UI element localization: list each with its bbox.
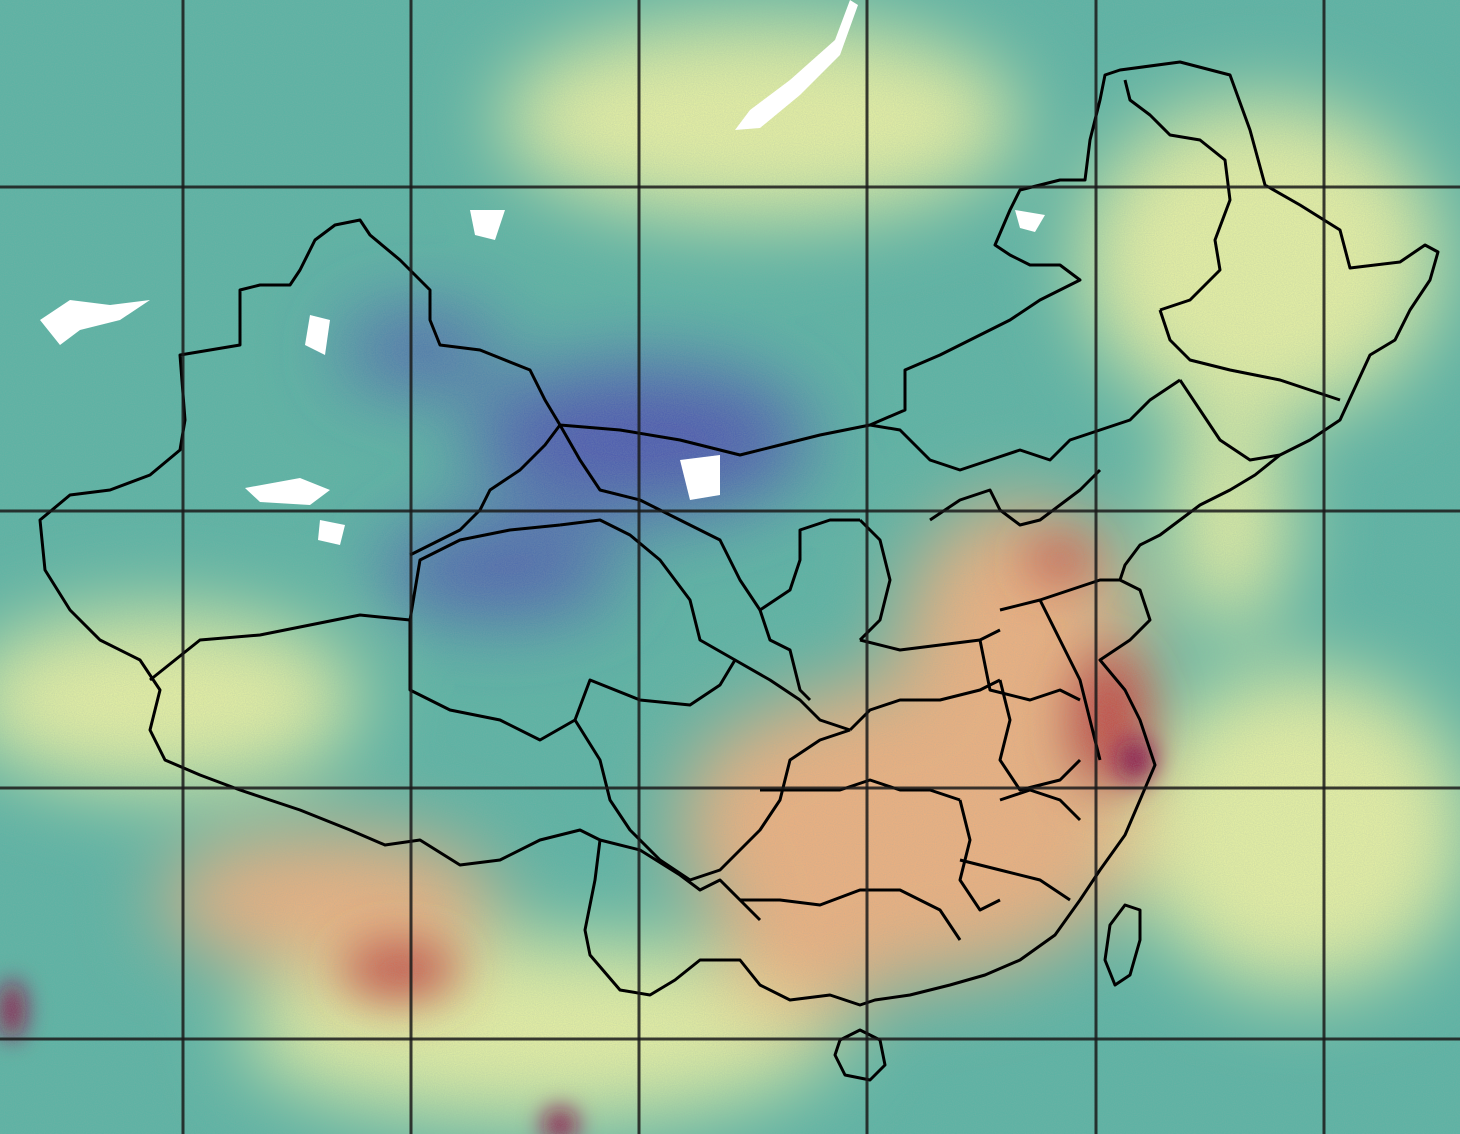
- boundary-qinghai: [408, 518, 737, 742]
- boundary-shanxi: [858, 518, 892, 642]
- boundary-jiangxi: [958, 799, 1001, 912]
- boundary-guangdong: [959, 858, 1071, 902]
- boundary-guangxi: [740, 888, 962, 941]
- boundary-xinjiang-gansu: [409, 424, 562, 557]
- boundary-hebei: [929, 468, 1102, 527]
- boundary-hunan: [760, 778, 961, 802]
- province-boundaries: [38, 60, 1440, 1082]
- snow-patch-kunlun: [318, 520, 345, 545]
- boundary-chongqing: [734, 658, 851, 732]
- snow-patches: [40, 0, 1045, 545]
- boundary-hainan: [833, 1028, 887, 1082]
- lake-baikal: [735, 0, 858, 130]
- snow-patch-inner: [1015, 210, 1045, 232]
- snow-patch-gobi-1: [680, 455, 720, 500]
- snow-patch-altai: [470, 210, 505, 240]
- boundary-gansu-nx: [558, 424, 860, 612]
- boundary-jilin: [1158, 309, 1341, 402]
- boundary-inner-mongolia: [869, 378, 1181, 472]
- boundary-anhui: [978, 639, 1081, 702]
- boundary-xinjiang-xizang: [149, 523, 561, 682]
- boundary-shandong: [999, 578, 1120, 612]
- boundary-fujian: [999, 788, 1082, 822]
- snow-patch-tarim: [245, 478, 330, 505]
- boundary-taiwan: [1103, 903, 1142, 987]
- boundary-jiangsu: [1038, 599, 1102, 761]
- boundary-zhejiang-anhui: [998, 679, 1082, 792]
- boundary-heilongjiang: [1123, 79, 1232, 312]
- boundary-liaoning: [1178, 379, 1281, 462]
- snow-patch-pamir: [40, 300, 150, 345]
- snow-patch-gobi-2: [305, 315, 330, 355]
- boundary-shaanxi: [758, 609, 812, 702]
- boundary-henan: [859, 628, 1001, 652]
- boundary-sichuan: [573, 719, 851, 882]
